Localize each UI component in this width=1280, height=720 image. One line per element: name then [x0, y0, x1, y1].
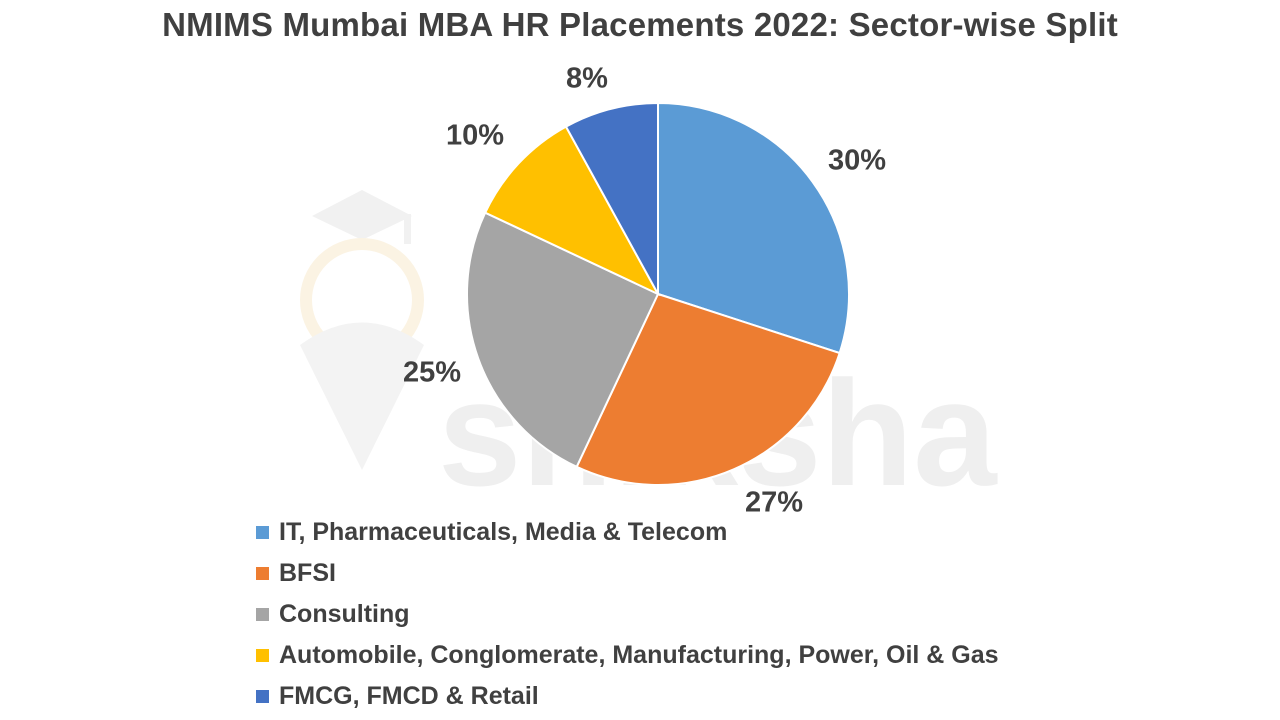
- legend-item-4: Automobile, Conglomerate, Manufacturing,…: [256, 635, 999, 676]
- pie-slice-2: [575, 292, 841, 486]
- legend: IT, Pharmaceuticals, Media & Telecom BFSI…: [256, 512, 999, 717]
- data-label-4: 10%: [446, 120, 504, 152]
- pie-slice-1: [657, 101, 850, 355]
- data-label-5: 8%: [566, 63, 608, 95]
- legend-item-5: FMCG, FMCD & Retail: [256, 676, 999, 717]
- data-label-2: 27%: [745, 487, 803, 519]
- legend-item-3: Consulting: [256, 594, 999, 635]
- legend-swatch: [256, 608, 269, 621]
- legend-label: IT, Pharmaceuticals, Media & Telecom: [279, 518, 728, 546]
- chart-title: NMIMS Mumbai MBA HR Placements 2022: Sec…: [162, 6, 1118, 43]
- legend-item-1: IT, Pharmaceuticals, Media & Telecom: [256, 512, 999, 553]
- data-labels: 30% 27% 25% 10% 8%: [403, 63, 886, 519]
- legend-swatch: [256, 567, 269, 580]
- legend-swatch: [256, 526, 269, 539]
- data-label-1: 30%: [828, 145, 886, 177]
- legend-label: Consulting: [279, 600, 410, 628]
- pie-slices: [466, 101, 850, 486]
- pie-slice-3: [466, 211, 660, 469]
- data-label-3: 25%: [403, 357, 461, 389]
- legend-item-2: BFSI: [256, 553, 999, 594]
- legend-label: FMCG, FMCD & Retail: [279, 682, 539, 710]
- legend-label: Automobile, Conglomerate, Manufacturing,…: [279, 641, 999, 669]
- legend-swatch: [256, 649, 269, 662]
- pie-slice-5: [564, 101, 659, 295]
- legend-label: BFSI: [279, 559, 336, 587]
- pie-slice-4: [483, 125, 661, 297]
- legend-swatch: [256, 690, 269, 703]
